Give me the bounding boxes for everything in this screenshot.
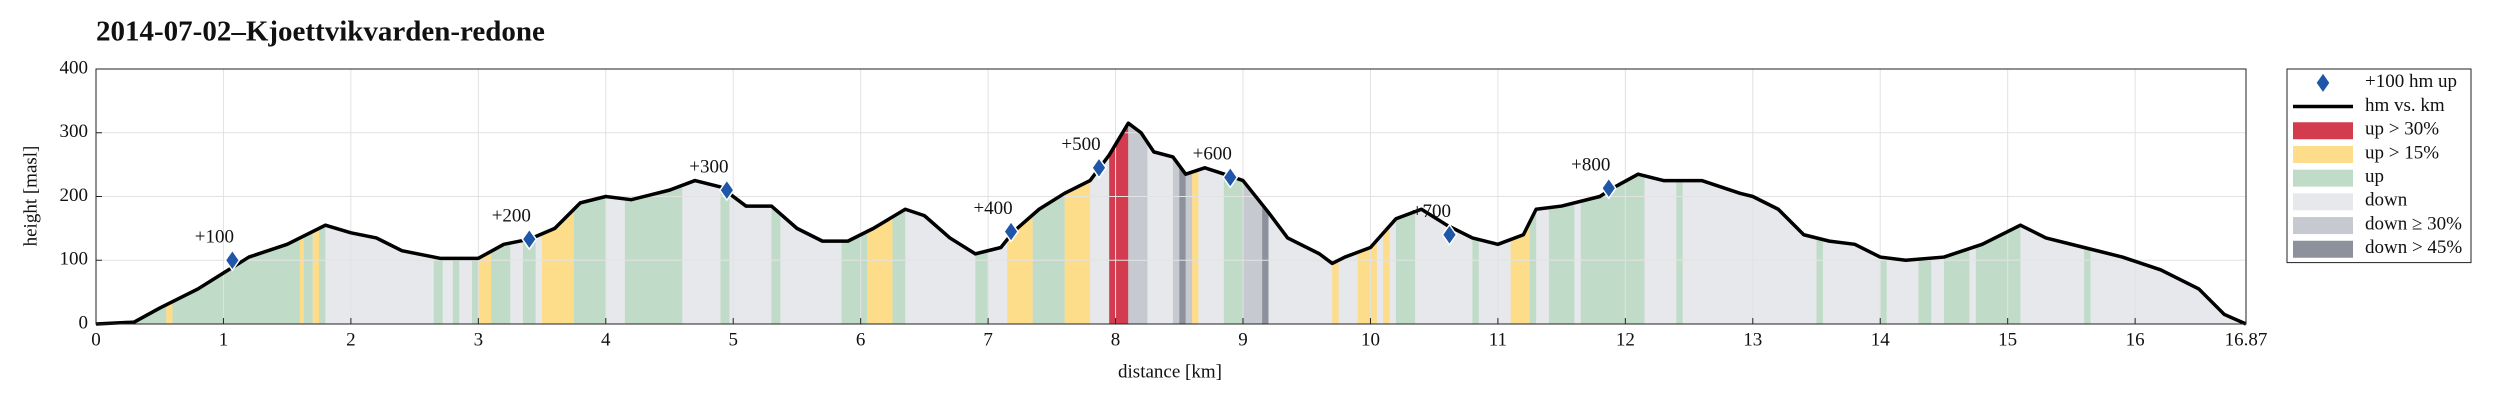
- x-tick-label: 16: [2126, 329, 2145, 350]
- x-tick-label: 0: [91, 329, 101, 350]
- x-tick-label: 4: [601, 329, 611, 350]
- x-tick-label: 1: [219, 329, 229, 350]
- marker-label: +600: [1193, 144, 1232, 165]
- x-tick-label: 6: [856, 329, 866, 350]
- slope-band: [771, 123, 781, 324]
- x-tick-label: 14: [1871, 329, 1891, 350]
- marker-label: +200: [492, 206, 531, 227]
- marker-label: +700: [1412, 201, 1451, 222]
- legend-label: down ≥ 30%: [2365, 213, 2462, 234]
- legend-swatch: [2293, 240, 2353, 258]
- slope-band: [720, 123, 730, 324]
- slope-band: [1529, 123, 1537, 324]
- hm-marker: [718, 178, 735, 202]
- x-tick-label: 7: [983, 329, 993, 350]
- axes-box: [95, 68, 2247, 325]
- hm-marker: [1600, 176, 1617, 200]
- marker-label: +800: [1571, 155, 1610, 176]
- legend-swatch: [2293, 122, 2353, 140]
- legend-swatch: [2293, 193, 2353, 211]
- x-tick-label: 11: [1489, 329, 1507, 350]
- legend-swatch: [2293, 169, 2353, 187]
- legend-marker: [2316, 73, 2330, 92]
- legend-label: hm vs. km: [2365, 95, 2445, 116]
- x-axis-label: distance [km]: [1118, 361, 1222, 382]
- legend-swatch: [2293, 145, 2353, 163]
- legend-label: +100 hm up: [2365, 71, 2457, 92]
- hm-marker: [1091, 156, 1107, 180]
- legend-label: up: [2365, 166, 2384, 187]
- slope-band: [1262, 123, 1269, 324]
- x-tick-label: 3: [474, 329, 484, 350]
- hm-marker: [1003, 220, 1019, 243]
- x-tick-label: 10: [1361, 329, 1380, 350]
- x-tick-label: 2: [346, 329, 356, 350]
- slope-band: [1676, 123, 1683, 324]
- hm-marker: [224, 248, 241, 272]
- legend-label: up > 30%: [2365, 119, 2439, 140]
- x-tick-label: 5: [728, 329, 738, 350]
- marker-label: +500: [1061, 134, 1100, 155]
- x-tick-label: 12: [1616, 329, 1635, 350]
- slope-band: [1172, 123, 1180, 324]
- x-tick-label: 8: [1111, 329, 1121, 350]
- y-tick-label: 400: [60, 57, 89, 78]
- slope-band: [1185, 123, 1193, 324]
- y-tick-label: 100: [60, 249, 89, 270]
- legend-label: down > 45%: [2365, 237, 2462, 258]
- x-tick-label: 13: [1743, 329, 1762, 350]
- marker-label: +400: [973, 198, 1012, 219]
- slope-band: [1128, 123, 1148, 324]
- marker-label: +300: [689, 156, 728, 177]
- x-tick-label: 16.87: [2225, 329, 2268, 350]
- x-tick-label: 15: [1998, 329, 2017, 350]
- hm-marker: [521, 227, 538, 251]
- hm-marker: [1441, 223, 1458, 247]
- hm-marker: [1222, 166, 1239, 189]
- slope-band: [1179, 123, 1186, 324]
- marker-label: +100: [195, 227, 234, 248]
- chart-title: 2014-07-02–Kjoettvikvarden-redone: [96, 16, 545, 48]
- y-tick-label: 300: [60, 121, 89, 142]
- slope-band: [1109, 123, 1129, 324]
- x-tick-label: 9: [1238, 329, 1248, 350]
- legend-label: down: [2365, 190, 2408, 211]
- y-tick-label: 200: [60, 185, 89, 206]
- legend-swatch: [2293, 217, 2353, 235]
- slope-band: [1192, 123, 1199, 324]
- y-axis-label: height [masl]: [20, 146, 41, 247]
- legend-label: up > 15%: [2365, 142, 2439, 163]
- y-tick-label: 0: [79, 312, 89, 333]
